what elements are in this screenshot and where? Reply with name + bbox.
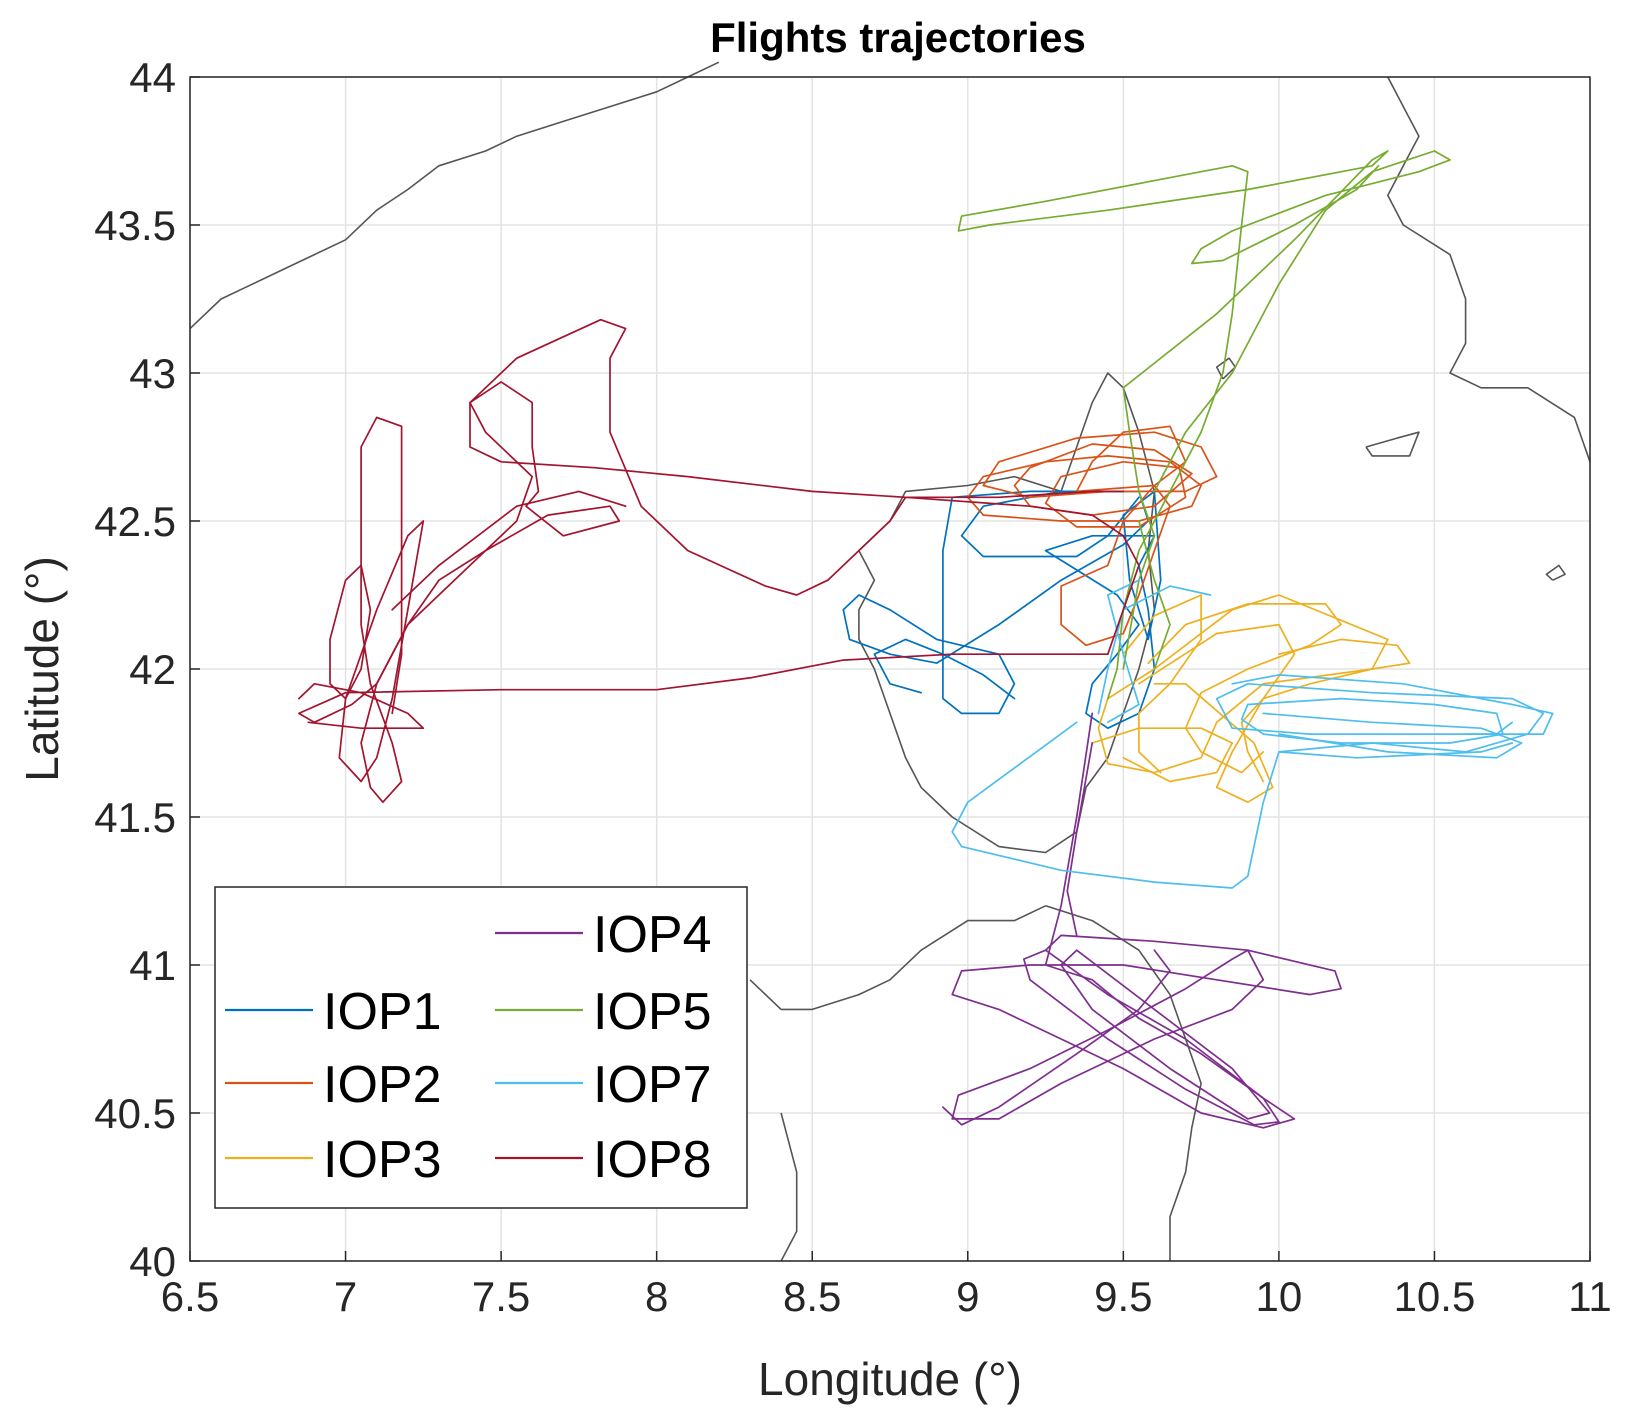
trajectory-line [1044, 534, 1156, 730]
trajectory-line [1138, 623, 1296, 804]
y-axis-ticks: 40 40.5 41 41.5 42 42.5 43 43.5 44 [94, 54, 200, 1285]
coastline [780, 1112, 798, 1262]
x-tick-label: 10.5 [1394, 1273, 1476, 1320]
x-tick-label: 11 [1568, 1273, 1612, 1320]
trajectory-line [1138, 520, 1171, 670]
series-iop1 [842, 490, 1162, 730]
trajectory-line [966, 455, 1202, 522]
trajectory-line [298, 381, 1125, 724]
trajectory-line [951, 949, 1265, 1120]
coastline [1045, 905, 1202, 1261]
trajectory-line [391, 490, 627, 611]
coastline [189, 61, 720, 330]
chart-title: Flights trajectories [710, 14, 1086, 61]
trajectory-line [942, 949, 1171, 1126]
x-tick-label: 8.5 [783, 1273, 841, 1320]
x-tick-label: 6.5 [161, 1273, 219, 1320]
x-tick-label: 9.5 [1094, 1273, 1152, 1320]
trajectory-line [1240, 638, 1411, 783]
x-axis-ticks: 6.5 7 7.5 8 8.5 9 9.5 10 10.5 11 [161, 1251, 1612, 1320]
trajectory-line [1106, 579, 1140, 724]
trajectory-line [1013, 443, 1193, 516]
y-axis-label: Latitude (°) [16, 556, 68, 782]
series-iop2 [966, 425, 1218, 647]
legend-label: IOP8 [593, 1131, 712, 1189]
trajectory-line [957, 150, 1389, 700]
trajectory-line [1022, 949, 1280, 1126]
y-tick-label: 40 [129, 1238, 176, 1285]
y-tick-label: 43 [129, 350, 176, 397]
series-iop8 [298, 318, 1140, 804]
legend-label: IOP7 [593, 1056, 712, 1114]
x-axis-label: Longitude (°) [758, 1353, 1022, 1405]
coastline [1365, 431, 1420, 457]
y-tick-label: 43.5 [94, 202, 176, 249]
legend-box [214, 886, 748, 1209]
trajectory-line [1262, 712, 1523, 759]
legend-label: IOP2 [323, 1056, 442, 1114]
trajectory-line [842, 490, 1150, 715]
legend-label: IOP3 [323, 1131, 442, 1189]
trajectory-line [360, 318, 1140, 804]
x-tick-label: 9 [956, 1273, 979, 1320]
trajectory-line [1231, 674, 1554, 735]
legend-label: IOP4 [593, 906, 712, 964]
x-tick-label: 7.5 [472, 1273, 530, 1320]
y-tick-label: 41.5 [94, 794, 176, 841]
trajectory-line [1066, 742, 1094, 937]
legend-label: IOP5 [593, 983, 712, 1041]
trajectory-line [1122, 594, 1202, 774]
series-iop7 [951, 579, 1554, 889]
trajectory-line [1060, 484, 1171, 647]
trajectory-line [1153, 150, 1451, 493]
legend-label: IOP1 [323, 983, 442, 1041]
y-tick-label: 42.5 [94, 498, 176, 545]
y-tick-label: 41 [129, 942, 176, 989]
y-tick-label: 42 [129, 646, 176, 693]
coastline [1387, 76, 1591, 463]
coastline [749, 905, 1046, 1011]
coastline [1215, 357, 1237, 380]
x-tick-label: 7 [334, 1273, 357, 1320]
trajectory-line [1240, 697, 1504, 744]
trajectory-line [873, 638, 1016, 700]
y-tick-label: 44 [129, 54, 176, 101]
trajectory-line [338, 520, 425, 783]
trajectory-line [1278, 742, 1514, 759]
legend: IOP1 IOP2 IOP3 IOP4 IOP5 IOP7 IOP8 [214, 886, 748, 1209]
coastline [1545, 564, 1566, 581]
series-iop4 [942, 712, 1342, 1129]
trajectory-line [1044, 460, 1187, 528]
trajectory-line [960, 490, 1140, 558]
trajectory-series [298, 150, 1554, 1129]
trajectory-line [951, 712, 1342, 1129]
trajectory-line [982, 431, 1218, 499]
trajectory-line [298, 682, 425, 730]
series-iop5 [957, 150, 1451, 700]
trajectory-line [329, 564, 372, 700]
trajectory-line [1122, 490, 1162, 641]
series-iop3 [1091, 594, 1411, 804]
trajectory-line [1147, 603, 1342, 774]
x-tick-label: 8 [645, 1273, 668, 1320]
y-tick-label: 40.5 [94, 1090, 176, 1137]
x-tick-label: 10 [1256, 1273, 1303, 1320]
